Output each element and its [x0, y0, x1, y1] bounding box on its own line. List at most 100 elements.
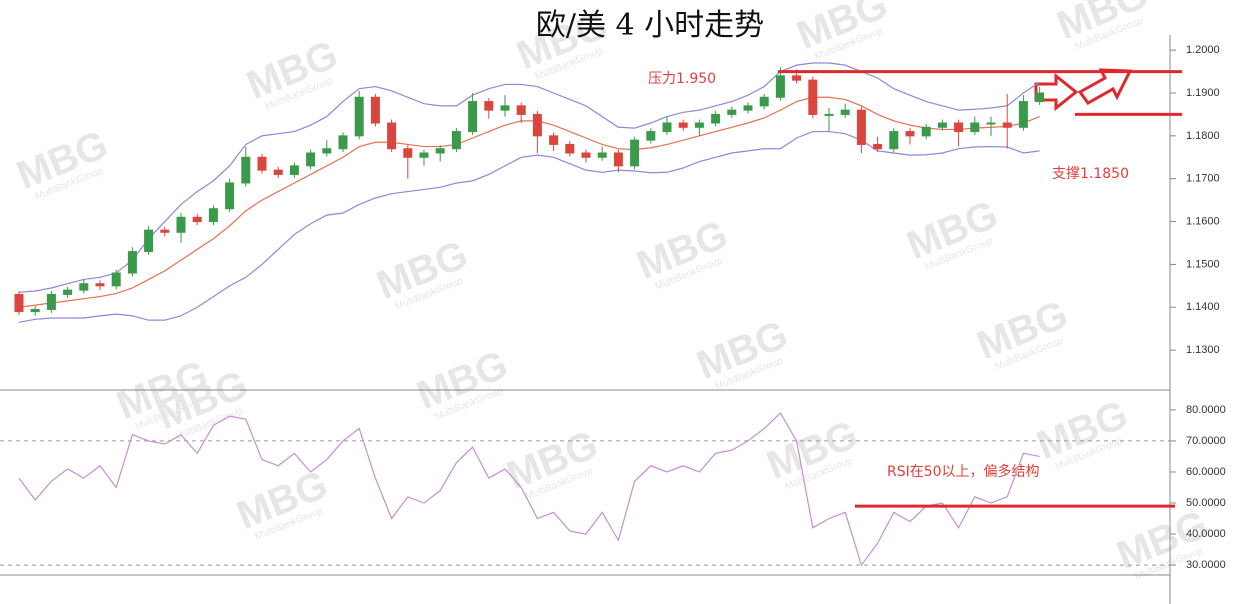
candle-body	[921, 126, 931, 137]
candle-body	[792, 75, 802, 81]
candle-body	[500, 105, 510, 111]
y-tick-label: 80.0000	[1186, 404, 1226, 416]
y-tick-label: 1.1800	[1186, 130, 1220, 142]
candle-body	[727, 109, 737, 115]
candle-body	[613, 152, 623, 167]
candle-body	[484, 101, 494, 111]
chart-title: 欧/美 4 小时走势	[536, 8, 764, 43]
candle-body	[646, 131, 656, 141]
candle-body	[387, 122, 397, 150]
candle-body	[176, 216, 186, 233]
candle-body	[597, 152, 607, 158]
candle-body	[954, 122, 964, 133]
band-line	[18, 130, 1040, 323]
candle-body	[1035, 92, 1045, 103]
candle-body	[1018, 101, 1028, 128]
annotation: 压力1.950	[648, 71, 716, 87]
y-tick-label: 1.1500	[1186, 258, 1220, 270]
candle-body	[905, 131, 915, 137]
rsi-line	[18, 412, 1040, 567]
y-tick-label: 1.1900	[1186, 87, 1220, 99]
candle-body	[970, 122, 980, 133]
candle-body	[840, 109, 850, 115]
candle-body	[273, 169, 283, 175]
candle-body	[79, 283, 89, 291]
candle-body	[581, 152, 591, 158]
candle-body	[694, 122, 704, 128]
candle-body	[630, 139, 640, 167]
candle-body	[46, 293, 56, 310]
candle-body	[370, 96, 380, 124]
candle-body	[225, 182, 235, 210]
candle-body	[30, 308, 40, 313]
candle-body	[532, 113, 542, 137]
candle-body	[549, 135, 559, 145]
candle-body	[322, 148, 332, 154]
candle-body	[889, 131, 899, 150]
candle-body	[451, 131, 461, 150]
candle-body	[160, 229, 170, 233]
candle-body	[468, 101, 478, 133]
annotation: 支撑1.1850	[1052, 166, 1129, 182]
candle-body	[144, 229, 154, 253]
candle-body	[192, 216, 202, 223]
y-tick-label: 1.1600	[1186, 215, 1220, 227]
candle-body	[986, 122, 996, 125]
candle-body	[403, 148, 413, 158]
arrow	[1034, 72, 1079, 112]
band-line	[18, 62, 1040, 293]
candle-body	[354, 96, 364, 137]
candle-body	[1002, 122, 1012, 128]
candle-body	[743, 105, 753, 111]
candle-body	[759, 96, 769, 107]
y-tick-label: 1.2000	[1186, 44, 1220, 56]
y-tick-label: 70.0000	[1186, 435, 1226, 447]
candle-body	[824, 113, 834, 116]
candle-body	[338, 135, 348, 150]
candle-body	[662, 122, 672, 133]
y-tick-label: 1.1400	[1186, 301, 1220, 313]
candle-body	[257, 156, 267, 171]
candle-body	[711, 113, 721, 124]
y-tick-label: 60.0000	[1186, 466, 1226, 478]
candle-body	[14, 293, 24, 313]
candle-body	[775, 75, 785, 98]
candle-body	[208, 208, 218, 223]
candle-body	[63, 289, 73, 295]
y-tick-label: 1.1300	[1186, 344, 1220, 356]
candle-body	[565, 143, 575, 154]
candle-body	[111, 272, 121, 287]
candle-body	[289, 165, 299, 175]
candle-body	[419, 152, 429, 158]
candle-body	[808, 79, 818, 115]
y-tick-label: 50.0000	[1186, 497, 1226, 509]
candle-body	[873, 143, 883, 150]
candle-body	[435, 148, 445, 154]
candle-body	[516, 105, 526, 115]
candle-body	[856, 109, 866, 145]
y-tick-label: 1.1700	[1186, 173, 1220, 185]
y-tick-label: 40.0000	[1186, 528, 1226, 540]
band-line	[18, 96, 1040, 308]
candle-body	[127, 251, 137, 274]
y-tick-label: 30.0000	[1186, 559, 1226, 571]
arrow	[1077, 68, 1133, 105]
candle-body	[678, 122, 688, 128]
candle-body	[937, 122, 947, 128]
candle-body	[241, 156, 251, 184]
